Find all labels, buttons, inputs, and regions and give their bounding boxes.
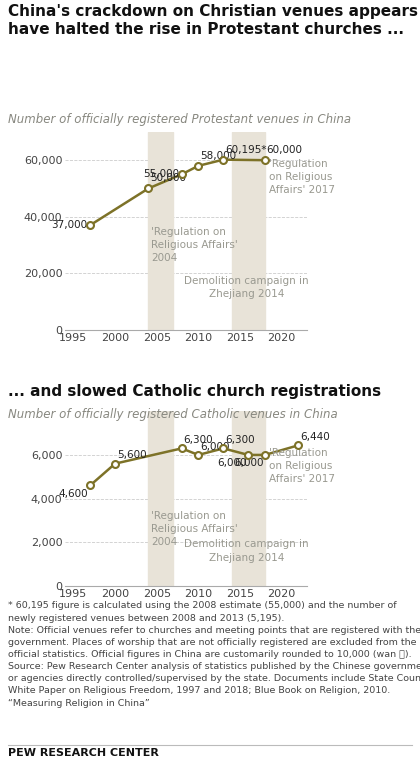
Text: Demolition campaign in
Zhejiang 2014: Demolition campaign in Zhejiang 2014 bbox=[184, 539, 309, 563]
Text: 37,000: 37,000 bbox=[52, 220, 88, 230]
Text: 6,300: 6,300 bbox=[225, 435, 255, 445]
Text: 'Regulation
on Religious
Affairs' 2017: 'Regulation on Religious Affairs' 2017 bbox=[269, 448, 335, 484]
Text: 55,000: 55,000 bbox=[143, 169, 179, 179]
Text: * 60,195 figure is calculated using the 2008 estimate (55,000) and the number of: * 60,195 figure is calculated using the … bbox=[8, 601, 420, 708]
Bar bbox=[148, 132, 173, 330]
Text: 6,000: 6,000 bbox=[217, 458, 247, 468]
Text: Number of officially registered Protestant venues in China: Number of officially registered Protesta… bbox=[8, 113, 352, 126]
Text: 4,600: 4,600 bbox=[59, 489, 89, 499]
Bar bbox=[232, 132, 265, 330]
Text: 6,000: 6,000 bbox=[200, 442, 229, 452]
Text: 50,000: 50,000 bbox=[150, 173, 186, 183]
Text: ... and slowed Catholic church registrations: ... and slowed Catholic church registrat… bbox=[8, 384, 381, 399]
Text: 6,440: 6,440 bbox=[300, 432, 330, 442]
Bar bbox=[148, 411, 173, 586]
Text: China's crackdown on Christian venues appears to
have halted the rise in Protest: China's crackdown on Christian venues ap… bbox=[8, 4, 420, 37]
Text: Number of officially registered Catholic venues in China: Number of officially registered Catholic… bbox=[8, 408, 338, 421]
Text: PEW RESEARCH CENTER: PEW RESEARCH CENTER bbox=[8, 748, 159, 758]
Text: 'Regulation on
Religious Affairs'
2004: 'Regulation on Religious Affairs' 2004 bbox=[151, 227, 238, 263]
Text: Demolition campaign in
Zhejiang 2014: Demolition campaign in Zhejiang 2014 bbox=[184, 275, 309, 299]
Text: 60,195*: 60,195* bbox=[225, 144, 266, 154]
Text: 6,000: 6,000 bbox=[234, 458, 263, 468]
Text: 58,000: 58,000 bbox=[200, 151, 236, 161]
Bar bbox=[232, 411, 265, 586]
Text: 5,600: 5,600 bbox=[117, 450, 146, 460]
Text: 6,300: 6,300 bbox=[184, 435, 213, 445]
Text: 'Regulation on
Religious Affairs'
2004: 'Regulation on Religious Affairs' 2004 bbox=[151, 511, 238, 547]
Text: 'Regulation
on Religious
Affairs' 2017: 'Regulation on Religious Affairs' 2017 bbox=[269, 159, 335, 196]
Text: 60,000: 60,000 bbox=[267, 145, 303, 155]
